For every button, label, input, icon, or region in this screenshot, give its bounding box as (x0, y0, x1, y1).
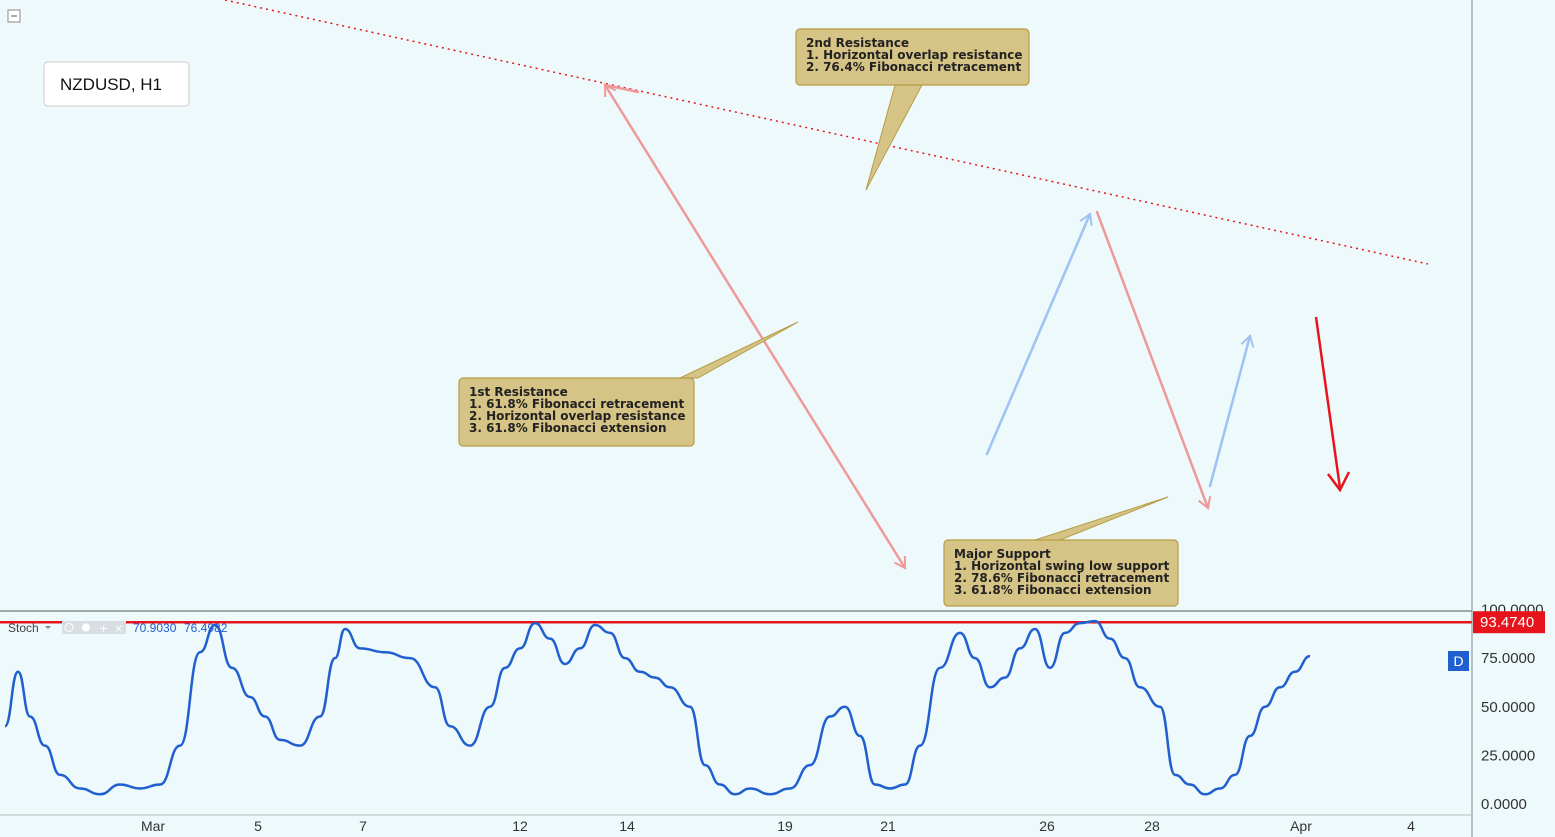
stoch-tick-label: 25.0000 (1481, 747, 1535, 764)
callout-line: 1. Horizontal overlap resistance (806, 48, 1023, 62)
callout-body (795, 28, 1030, 86)
indicator-badge[interactable]: D (1448, 651, 1469, 671)
stoch-level-tag-value: 93.4740 (1480, 614, 1534, 631)
projection-arrow-head (1197, 496, 1212, 510)
symbol-label: NZDUSD, H1 (60, 75, 162, 94)
eye-icon[interactable] (64, 623, 74, 632)
symbol-label-box[interactable]: NZDUSD, H1 (43, 61, 190, 107)
close-icon[interactable]: × (114, 622, 123, 635)
chevron-down-icon[interactable] (45, 626, 51, 629)
minus-box-icon[interactable] (7, 9, 21, 23)
callout-line: 1. Horizontal swing low support (954, 559, 1170, 573)
stoch-tick-label: 75.0000 (1481, 650, 1535, 667)
time-tick-label: Mar (141, 818, 165, 834)
stoch-legend-value-k: 70.9030 (133, 621, 177, 635)
callout-body (458, 377, 695, 447)
projection-arrow (603, 83, 640, 94)
projection-arrow-head (1079, 212, 1093, 227)
time-tick-label: 7 (359, 818, 367, 834)
time-tick-label: 14 (619, 818, 635, 834)
stochastic-pane[interactable]: 100.000075.000050.000025.00000.000093.47… (0, 602, 1545, 814)
callout-line: 2. Horizontal overlap resistance (469, 409, 686, 423)
callout-title: 2nd Resistance (806, 36, 909, 50)
callout-title: Major Support (954, 547, 1051, 561)
time-tick-label: 12 (512, 818, 528, 834)
callout-line: 2. 76.4% Fibonacci retracement (806, 60, 1021, 74)
stoch-title: Stoch (8, 621, 39, 635)
time-tick-label: 4 (1407, 818, 1415, 834)
legend-buttons[interactable] (62, 621, 126, 634)
time-tick-label: Apr (1290, 818, 1312, 834)
projection-arrow (1095, 210, 1210, 510)
stoch-level-tag-bg (1473, 611, 1545, 634)
projection-arrow (1208, 334, 1252, 488)
plus-icon[interactable]: + (99, 622, 108, 635)
stoch-tick-label: 50.0000 (1481, 699, 1535, 716)
stoch-legend[interactable]: Stoch + × 70.9030 76.4982 (8, 621, 228, 635)
forecast-arrow[interactable] (1314, 316, 1342, 489)
time-tick-label: 26 (1039, 818, 1055, 834)
time-tick-label: 5 (254, 818, 262, 834)
stoch-tick-label: 0.0000 (1481, 796, 1527, 813)
projection-arrow (603, 83, 907, 570)
callout-line: 3. 61.8% Fibonacci extension (469, 421, 667, 435)
callout-line: 1. 61.8% Fibonacci retracement (469, 397, 684, 411)
projection-arrow-head (893, 555, 907, 570)
forecast-arrow-head (1327, 471, 1351, 493)
time-tick-label: 19 (777, 818, 793, 834)
trend-line[interactable] (224, 0, 1429, 265)
callout-title: 1st Resistance (469, 385, 568, 399)
projection-arrow-head (1240, 334, 1255, 348)
time-tick-label: 21 (880, 818, 896, 834)
callout-body (943, 539, 1179, 607)
indicator-badge-label: D (1453, 653, 1463, 669)
stoch-level-tag[interactable]: 93.4740 (1473, 611, 1545, 634)
projection-arrow (985, 212, 1092, 456)
stoch-legend-value-d: 76.4982 (184, 621, 228, 635)
gear-icon[interactable] (82, 623, 90, 632)
stoch-line[interactable] (3, 619, 1311, 796)
callout-line: 2. 78.6% Fibonacci retracement (954, 571, 1169, 585)
callout-line: 3. 61.8% Fibonacci extension (954, 583, 1152, 597)
time-tick-label: 28 (1144, 818, 1160, 834)
